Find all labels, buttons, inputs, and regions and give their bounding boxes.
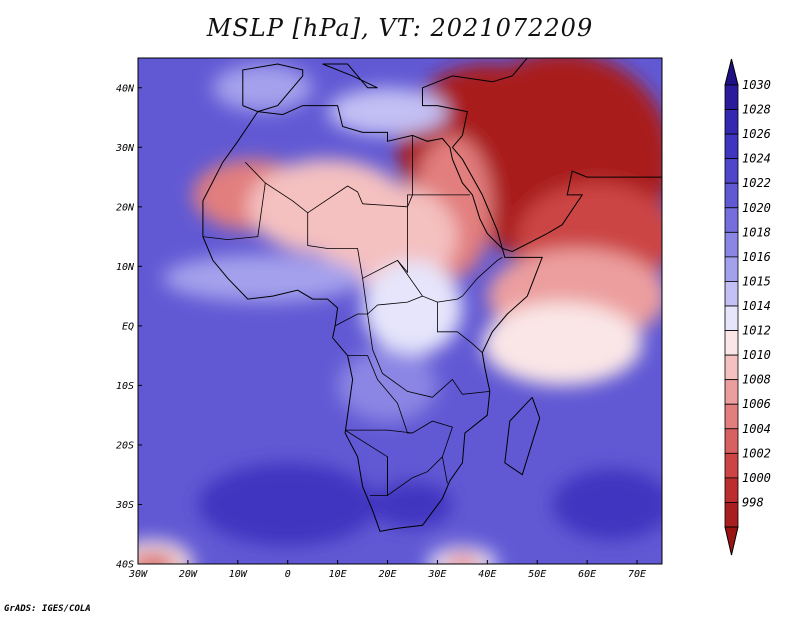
land-outline-3 [504, 396, 541, 476]
colorbar-swatch [724, 281, 739, 307]
colorbar-label: 998 [742, 495, 764, 509]
x-tick-label: 70E [628, 569, 646, 580]
colorbar-swatch [724, 330, 739, 356]
x-tick-label: 30E [427, 569, 446, 580]
country-border-3 [407, 194, 470, 207]
axis-ticks: 30W 20W 10W 0 10E 20E 30E 40E 50E 60E 70E 40N 30N 20N… [115, 83, 646, 580]
pressure-cell-1012 [482, 302, 643, 386]
x-tick-label: 50E [528, 569, 546, 580]
x-tick-label: 40E [478, 569, 496, 580]
colorbar: 1030 1028 1026 1024 1022 1020 1018 1016 1015 1014… [724, 58, 771, 556]
pressure-cell-1016 [212, 63, 313, 112]
colorbar-label: 1018 [742, 225, 771, 239]
country-border-9 [432, 378, 490, 398]
country-border-6 [362, 278, 423, 315]
colorbar-swatch [724, 502, 739, 528]
pressure-cell-1014 [362, 260, 463, 356]
pressure-cell-1016 [162, 254, 363, 303]
land-outline-2 [322, 63, 378, 89]
country-border-5 [397, 257, 503, 303]
country-border-4 [407, 135, 413, 207]
colorbar-label: 1016 [742, 250, 771, 264]
pressure-cell-1026 [372, 480, 453, 529]
colorbar-swatch [724, 84, 739, 110]
x-tick-label: 60E [578, 569, 596, 580]
country-border-10 [436, 302, 483, 353]
colorbar-label: 1002 [742, 446, 771, 460]
pressure-cell-1022 [347, 427, 448, 487]
land-outline-0 [422, 58, 662, 253]
pressure-cell-1008 [442, 552, 483, 564]
pressure-cell-1022 [138, 99, 168, 195]
colorbar-swatch [724, 133, 739, 160]
colorbar-swatch [724, 158, 739, 184]
colorbar-swatch [724, 452, 739, 479]
pressure-cell-1015 [327, 87, 448, 136]
pressure-cell-1026 [197, 462, 378, 547]
y-tick-label: 40N [116, 83, 135, 94]
x-tick-label: 30W [128, 569, 148, 580]
colorbar-label: 1020 [742, 201, 771, 215]
country-border-1 [202, 182, 266, 241]
colorbar-swatch [724, 354, 739, 381]
africa-coastline [202, 105, 543, 532]
y-tick-label: 30N [115, 143, 135, 154]
y-tick-label: 10S [116, 381, 134, 392]
y-tick-label: 20N [116, 202, 135, 213]
country-border-13 [344, 429, 388, 496]
colorbar-label: 1000 [742, 471, 771, 485]
colorbar-label: 1030 [742, 78, 771, 92]
colorbar-swatch [724, 182, 739, 209]
colorbar-swatch [724, 477, 739, 503]
pressure-field [138, 58, 662, 564]
colorbar-label: 1022 [742, 176, 771, 190]
map-frame [137, 57, 663, 565]
colorbar-swatch [724, 231, 739, 258]
y-tick-label: EQ [122, 321, 134, 332]
x-tick-label: 10E [329, 569, 347, 580]
pressure-cells [138, 58, 662, 564]
map-title: MSLP [hPa], VT: 2021072209 [206, 14, 594, 42]
x-tick-label: 0 [285, 569, 291, 580]
pressure-cell-1026 [552, 468, 662, 541]
colorbar-label: 1008 [742, 373, 771, 387]
y-tick-label: 30S [115, 500, 134, 511]
pressure-cell-1018 [337, 349, 438, 422]
y-tick-label: 10N [116, 262, 135, 273]
country-border-8 [347, 355, 413, 434]
colorbar-swatch [724, 403, 739, 430]
x-tick-label: 20W [179, 569, 198, 580]
colorbar-swatch [724, 256, 739, 282]
x-tick-label: 20E [378, 569, 396, 580]
colorbar-label: 1006 [742, 397, 771, 411]
colorbar-label: 1026 [742, 127, 771, 141]
colorbar-label: 1012 [742, 324, 771, 338]
x-tick-label: 10W [229, 569, 248, 580]
colorbar-top-arrow [724, 58, 739, 86]
colorbar-label: 1028 [742, 103, 771, 117]
pressure-cell-1004 [138, 552, 178, 564]
colorbar-label: 1014 [742, 299, 771, 313]
colorbar-label: 1024 [742, 152, 771, 166]
land-outline-1 [242, 63, 304, 113]
colorbar-bottom-arrow [724, 526, 739, 556]
geographic-boundaries [202, 58, 662, 532]
y-tick-label: 40S [116, 560, 134, 571]
colorbar-swatch [724, 305, 739, 331]
colorbar-swatch [724, 109, 739, 135]
colorbar-swatch [724, 379, 739, 405]
colorbar-swatch [724, 428, 739, 454]
y-tick-label: 20S [116, 440, 134, 451]
grads-credit: GrADS: IGES/COLA [4, 604, 91, 614]
colorbar-label: 1015 [742, 274, 771, 288]
colorbar-label: 1004 [742, 422, 771, 436]
colorbar-label: 1010 [742, 348, 771, 362]
colorbar-swatch [724, 207, 739, 233]
country-border-7 [334, 313, 433, 398]
